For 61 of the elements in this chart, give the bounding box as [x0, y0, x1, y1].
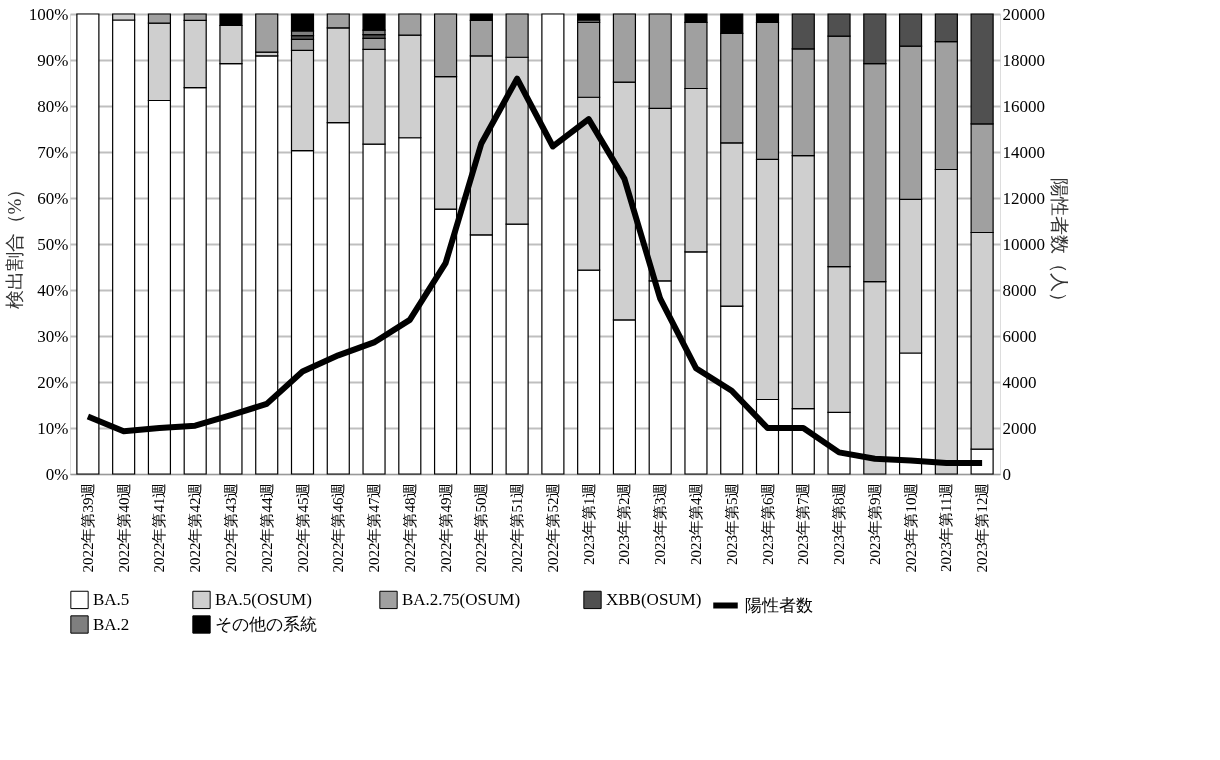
x-tick-label: 2022年第49週: [437, 482, 454, 573]
y-tick-label: 30%: [37, 326, 69, 346]
x-tick-label: 2023年第2週: [616, 482, 633, 565]
y2-tick-label: 14000: [1002, 142, 1045, 162]
x-tick-label: 2022年第51週: [509, 482, 526, 573]
x-tick-label: 2022年第47週: [366, 482, 383, 573]
y2-tick-label: 20000: [1002, 4, 1045, 24]
y-tick-label: 50%: [37, 234, 69, 254]
y2-tick-label: 4000: [1002, 372, 1037, 392]
y-tick-label: 20%: [37, 372, 69, 392]
legend-label: BA.5(OSUM): [215, 589, 312, 609]
y2-tick-label: 10000: [1002, 234, 1045, 254]
bar: [577, 13, 601, 21]
y2-tick-label: 0: [1002, 464, 1011, 484]
x-tick-label: 2022年第45週: [294, 482, 311, 573]
legend-label: XBB(OSUM): [606, 589, 702, 609]
x-tick-label: 2022年第39週: [79, 482, 96, 573]
x-tick-label: 2022年第40週: [115, 482, 132, 573]
x-tick-label: 2023年第3週: [652, 482, 669, 565]
y-tick-label: 100%: [28, 4, 69, 24]
y-tick-label: 70%: [37, 142, 69, 162]
x-tick-label: 2023年第5週: [723, 482, 740, 565]
y2-axis-title: 陽性者数（人）: [1049, 178, 1070, 311]
y-axis-title: 検出割合（%）: [3, 179, 25, 310]
x-tick-label: 2022年第43週: [222, 482, 239, 573]
legend-label: BA.5: [93, 589, 130, 609]
y-tick-label: 90%: [37, 50, 69, 70]
y2-tick-label: 8000: [1002, 280, 1037, 300]
x-tick-label: 2022年第52週: [544, 482, 561, 573]
y-tick-label: 10%: [37, 418, 69, 438]
x-tick-label: 2023年第7週: [795, 482, 812, 565]
x-tick-label: 2022年第42週: [187, 482, 204, 573]
x-tick-label: 2022年第46週: [330, 482, 347, 573]
legend-label: その他の系統: [215, 614, 317, 634]
x-tick-label: 2022年第50週: [473, 482, 490, 573]
y-tick-label: 0%: [45, 464, 69, 484]
y-tick-label: 80%: [37, 96, 69, 116]
x-tick-label: 2023年第6週: [759, 482, 776, 565]
y-tick-label: 60%: [37, 188, 69, 208]
y2-tick-label: 18000: [1002, 50, 1045, 70]
y2-tick-label: 16000: [1002, 96, 1045, 116]
x-tick-label: 2023年第11週: [938, 482, 955, 572]
y2-tick-label: 12000: [1002, 188, 1045, 208]
y-tick-label: 40%: [37, 280, 69, 300]
legend-label: BA.2.75(OSUM): [402, 589, 521, 609]
x-tick-label: 2022年第48週: [401, 482, 418, 573]
bar: [255, 13, 279, 53]
legend-label: 陽性者数: [745, 595, 813, 615]
x-tick-label: 2023年第8週: [831, 482, 848, 565]
x-tick-label: 2023年第12週: [974, 482, 991, 573]
x-tick-label: 2023年第10週: [902, 482, 919, 573]
bar: [290, 13, 315, 32]
y2-tick-label: 2000: [1002, 418, 1037, 438]
x-tick-label: 2022年第41週: [151, 482, 168, 573]
x-tick-label: 2023年第1週: [580, 482, 597, 565]
y2-tick-label: 6000: [1002, 326, 1037, 346]
x-tick-label: 2023年第4週: [687, 482, 704, 565]
legend-label: BA.2: [93, 614, 130, 634]
x-tick-label: 2023年第9週: [866, 482, 883, 565]
x-tick-label: 2022年第44週: [258, 482, 275, 573]
bar: [362, 13, 386, 31]
